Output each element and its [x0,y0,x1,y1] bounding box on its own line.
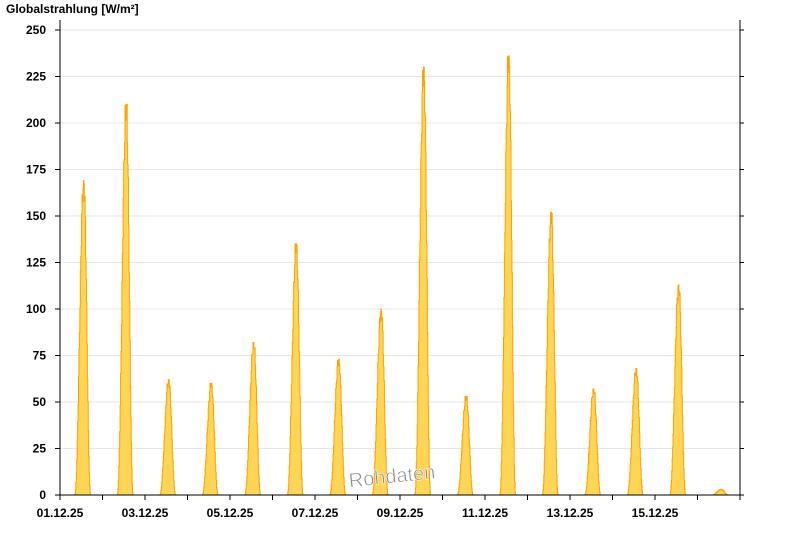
x-tick-label: 13.12.25 [547,506,594,520]
y-tick-label: 50 [33,395,47,409]
x-tick-label: 05.12.25 [207,506,254,520]
x-tick-label: 03.12.25 [122,506,169,520]
area-day-11.12.25 [499,55,516,496]
y-tick-label: 25 [33,442,47,456]
area-day-10.12.25 [456,395,474,496]
area-day-08.12.25 [371,308,389,496]
area-day-14.12.25 [626,368,644,496]
area-day-06.12.25 [286,243,304,496]
y-tick-label: 225 [26,70,46,84]
area-day-01.12.25 [74,180,91,496]
series-globalstrahlung [74,55,729,496]
y-tick-label: 150 [26,209,46,223]
x-tick-label: 07.12.25 [292,506,339,520]
y-tick-label: 200 [26,116,46,130]
y-tick-label: 0 [39,488,46,502]
x-tick-label: 09.12.25 [377,506,424,520]
area-day-02.12.25 [116,103,134,496]
x-tick-label: 01.12.25 [37,506,84,520]
y-tick-label: 100 [26,302,46,316]
area-day-03.12.25 [159,379,176,496]
chart-title: Globalstrahlung [W/m²] [6,2,139,16]
y-tick-label: 75 [33,349,47,363]
area-day-13.12.25 [584,388,601,496]
y-tick-label: 175 [26,163,46,177]
area-day-04.12.25 [201,382,219,496]
x-tick-label: 15.12.25 [632,506,679,520]
axes: 0 25 50 75 100 125 150 175 200 225 250 01.12.25 03.1… [26,20,744,520]
area-day-16.12.25 [711,488,729,496]
y-tick-label: 125 [26,256,46,270]
grid [60,29,740,449]
area-day-12.12.25 [541,211,559,496]
area-day-07.12.25 [329,358,346,496]
x-tick-label: 11.12.25 [462,506,508,520]
y-tick-label: 250 [26,23,46,37]
area-day-09.12.25 [414,66,431,496]
area-day-05.12.25 [244,341,261,496]
area-day-15.12.25 [669,284,686,496]
